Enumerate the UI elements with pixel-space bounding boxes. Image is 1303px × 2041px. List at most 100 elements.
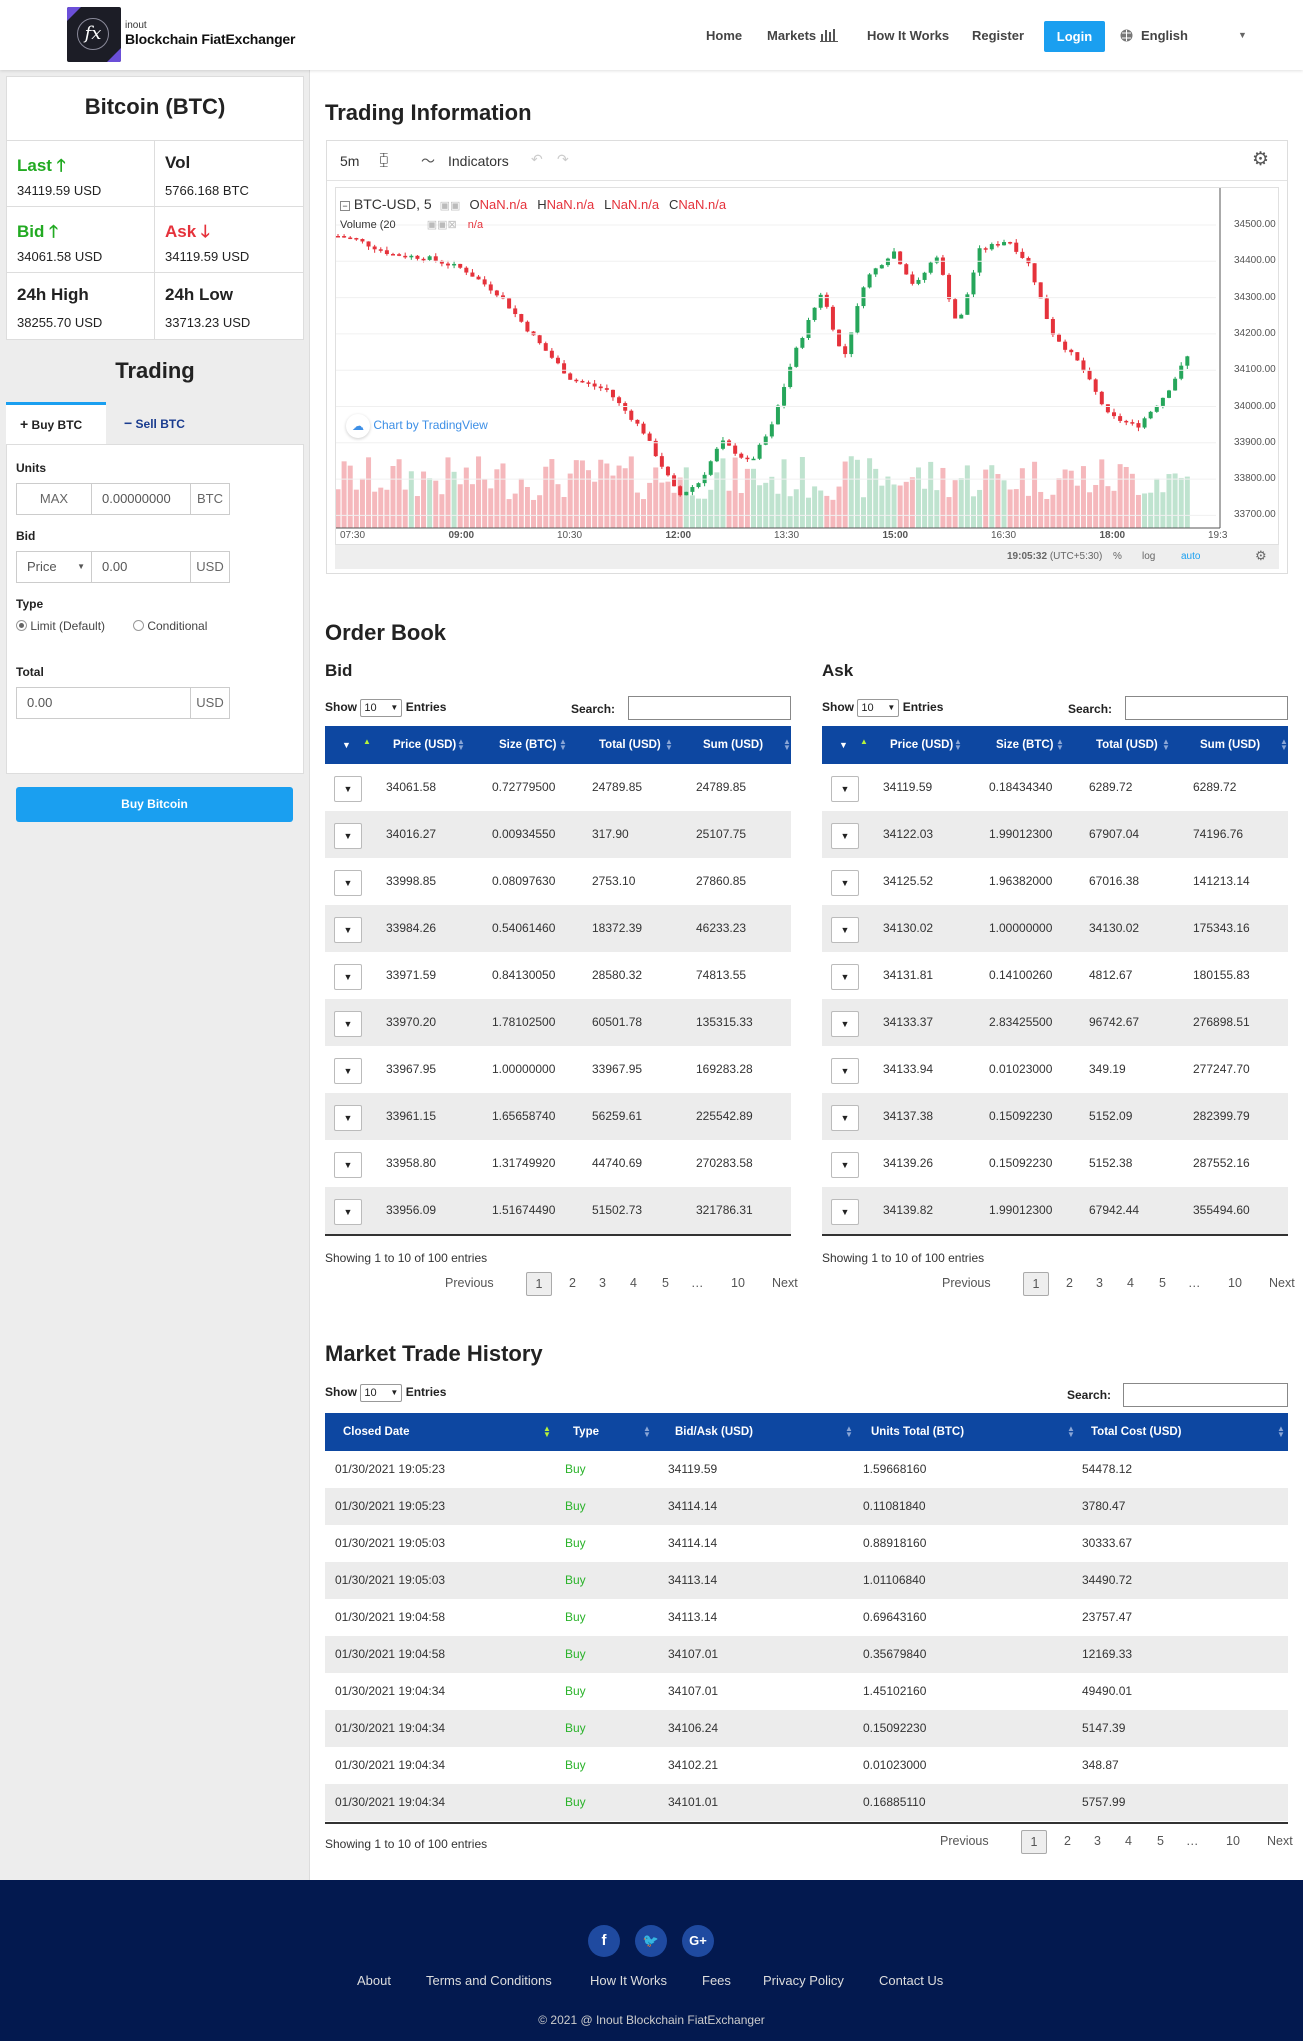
footer-link-contact[interactable]: Contact Us (879, 1973, 944, 1988)
ask-table-row[interactable]: ▼ 34122.03 1.99012300 67907.04 74196.76 (822, 811, 1288, 858)
sort-icon[interactable]: ▲ (860, 737, 868, 746)
ask-col-header[interactable]: Size (BTC) (996, 739, 1054, 751)
expand-row-icon[interactable]: ▼ (334, 1011, 362, 1037)
history-page-item[interactable]: 2 (1064, 1834, 1071, 1848)
expand-row-icon[interactable]: ▼ (334, 1199, 362, 1225)
sort-icon[interactable]: ▲ ▼ (1280, 737, 1288, 752)
bid-table-row[interactable]: ▼ 34016.27 0.00934550 317.90 25107.75 (325, 811, 791, 858)
expand-row-icon[interactable]: ▼ (831, 870, 859, 896)
ask-table-row[interactable]: ▼ 34125.52 1.96382000 67016.38 141213.14 (822, 858, 1288, 905)
chevron-down-icon[interactable]: ▼ (1237, 30, 1247, 40)
bid-page-next[interactable]: Next (772, 1276, 798, 1290)
expand-row-icon[interactable]: ▼ (831, 1058, 859, 1084)
sort-icon[interactable]: ▲ ▼ (1056, 737, 1064, 752)
expand-row-icon[interactable]: ▼ (334, 870, 362, 896)
sort-icon[interactable]: ▲ ▼ (1067, 1424, 1075, 1439)
total-input[interactable]: 0.00 (16, 687, 191, 719)
ask-entries-select[interactable]: 10 (857, 699, 900, 717)
facebook-icon[interactable]: f (588, 1925, 620, 1957)
candlestick-chart[interactable] (336, 188, 1278, 544)
nav-how-it-works[interactable]: How It Works (867, 0, 949, 70)
expand-row-icon[interactable]: ▼ (334, 964, 362, 990)
ask-table-row[interactable]: ▼ 34137.38 0.15092230 5152.09 282399.79 (822, 1093, 1288, 1140)
ask-table-row[interactable]: ▼ 34133.37 2.83425500 96742.67 276898.51 (822, 999, 1288, 1046)
nav-register[interactable]: Register (972, 0, 1024, 70)
ask-page-item[interactable]: 2 (1066, 1276, 1073, 1290)
type-limit-option[interactable]: Limit (Default) (16, 619, 105, 633)
sort-icon[interactable]: ▲ ▼ (1162, 737, 1170, 752)
bid-input[interactable]: 0.00 (91, 551, 191, 583)
history-table-row[interactable]: 01/30/2021 19:04:34 Buy 34106.24 0.15092230… (325, 1710, 1288, 1747)
ask-search-input[interactable] (1125, 696, 1288, 720)
ask-page-next[interactable]: Next (1269, 1276, 1295, 1290)
history-table-row[interactable]: 01/30/2021 19:04:34 Buy 34102.21 0.01023000… (325, 1747, 1288, 1784)
history-page-item[interactable]: 10 (1226, 1834, 1240, 1848)
tab-buy-btc[interactable]: + Buy BTC (6, 402, 106, 444)
chart-area[interactable]: − BTC-USD, 5 ▣▣ ONaN.n/a HNaN.n/a LNaN.n… (335, 187, 1279, 545)
expand-row-icon[interactable]: ▼ (334, 776, 362, 802)
sort-icon[interactable]: ▲ ▼ (559, 737, 567, 752)
nav-markets[interactable]: Markets (767, 0, 839, 70)
type-conditional-option[interactable]: Conditional (133, 619, 207, 633)
chart-settings-icon[interactable]: ⚙ (1255, 548, 1267, 563)
bid-table-row[interactable]: ▼ 33967.95 1.00000000 33967.95 169283.28 (325, 1046, 791, 1093)
expand-col-sort-icon[interactable]: ▼ (342, 740, 351, 750)
ask-table-row[interactable]: ▼ 34119.59 0.18434340 6289.72 6289.72 (822, 764, 1288, 811)
history-page-item[interactable]: 3 (1094, 1834, 1101, 1848)
history-page-item[interactable]: 1 (1021, 1830, 1047, 1854)
nav-markets-link[interactable]: Markets (767, 27, 817, 43)
ask-page-item[interactable]: 3 (1096, 1276, 1103, 1290)
bid-table-row[interactable]: ▼ 34061.58 0.72779500 24789.85 24789.85 (325, 764, 791, 811)
ask-table-row[interactable]: ▼ 34139.26 0.15092230 5152.38 287552.16 (822, 1140, 1288, 1187)
ask-page-item[interactable]: 4 (1127, 1276, 1134, 1290)
history-col-header[interactable]: Type (573, 1426, 599, 1438)
history-table-row[interactable]: 01/30/2021 19:04:34 Buy 34101.01 0.16885110… (325, 1784, 1288, 1821)
tradingview-watermark[interactable]: ☁ Chart by TradingView (346, 414, 488, 438)
tab-sell-btc[interactable]: − Sell BTC (124, 402, 185, 444)
ask-table-row[interactable]: ▼ 34130.02 1.00000000 34130.02 175343.16 (822, 905, 1288, 952)
footer-link-privacy[interactable]: Privacy Policy (763, 1973, 844, 1988)
expand-row-icon[interactable]: ▼ (334, 1105, 362, 1131)
sort-icon[interactable]: ▲ ▼ (1277, 1424, 1285, 1439)
history-col-header[interactable]: Total Cost (USD) (1091, 1426, 1182, 1438)
ask-col-header[interactable]: Price (USD) (890, 739, 954, 751)
ask-col-header[interactable]: Total (USD) (1096, 739, 1158, 751)
bid-table-row[interactable]: ▼ 33956.09 1.51674490 51502.73 321786.31 (325, 1187, 791, 1234)
history-table-row[interactable]: 01/30/2021 19:04:58 Buy 34107.01 0.35679840… (325, 1636, 1288, 1673)
legend-tools-icon[interactable]: ▣▣ (439, 200, 461, 212)
history-page-previous[interactable]: Previous (940, 1834, 989, 1848)
history-col-header[interactable]: Closed Date (343, 1426, 410, 1438)
bid-page-item[interactable]: 2 (569, 1276, 576, 1290)
bid-table-row[interactable]: ▼ 33998.85 0.08097630 2753.10 27860.85 (325, 858, 791, 905)
ask-table-row[interactable]: ▼ 34139.82 1.99012300 67942.44 355494.60 (822, 1187, 1288, 1234)
bid-page-item[interactable]: 10 (731, 1276, 745, 1290)
expand-row-icon[interactable]: ▼ (831, 1105, 859, 1131)
history-page-item[interactable]: 5 (1157, 1834, 1164, 1848)
bid-page-item[interactable]: 3 (599, 1276, 606, 1290)
units-input[interactable]: 0.00000000 (91, 483, 191, 515)
expand-col-sort-icon[interactable]: ▼ (839, 740, 848, 750)
bid-page-previous[interactable]: Previous (445, 1276, 494, 1290)
brand-logo[interactable]: fx (67, 7, 121, 62)
history-table-row[interactable]: 01/30/2021 19:04:58 Buy 34113.14 0.69643160… (325, 1599, 1288, 1636)
history-table-row[interactable]: 01/30/2021 19:05:03 Buy 34113.14 1.01106840… (325, 1562, 1288, 1599)
footer-link-fees[interactable]: Fees (702, 1973, 731, 1988)
sort-icon[interactable]: ▲ ▼ (643, 1424, 651, 1439)
expand-row-icon[interactable]: ▼ (831, 776, 859, 802)
footer-link-terms[interactable]: Terms and Conditions (426, 1973, 552, 1988)
language-label[interactable]: English (1141, 27, 1188, 43)
nav-home-link[interactable]: Home (706, 27, 743, 43)
buy-bitcoin-button[interactable]: Buy Bitcoin (16, 787, 293, 822)
expand-row-icon[interactable]: ▼ (334, 823, 362, 849)
expand-row-icon[interactable]: ▼ (831, 1152, 859, 1178)
expand-row-icon[interactable]: ▼ (334, 1152, 362, 1178)
expand-row-icon[interactable]: ▼ (334, 1058, 362, 1084)
nav-home[interactable]: Home (706, 0, 742, 70)
price-type-select[interactable]: Price ▼ (16, 551, 92, 583)
bid-col-header[interactable]: Price (USD) (393, 739, 457, 751)
nav-how-link[interactable]: How It Works (867, 27, 950, 43)
history-entries-select[interactable]: 10 (360, 1384, 403, 1402)
nav-register-link[interactable]: Register (972, 27, 1025, 43)
bid-table-row[interactable]: ▼ 33970.20 1.78102500 60501.78 135315.33 (325, 999, 791, 1046)
sort-icon[interactable]: ▲ ▼ (845, 1424, 853, 1439)
